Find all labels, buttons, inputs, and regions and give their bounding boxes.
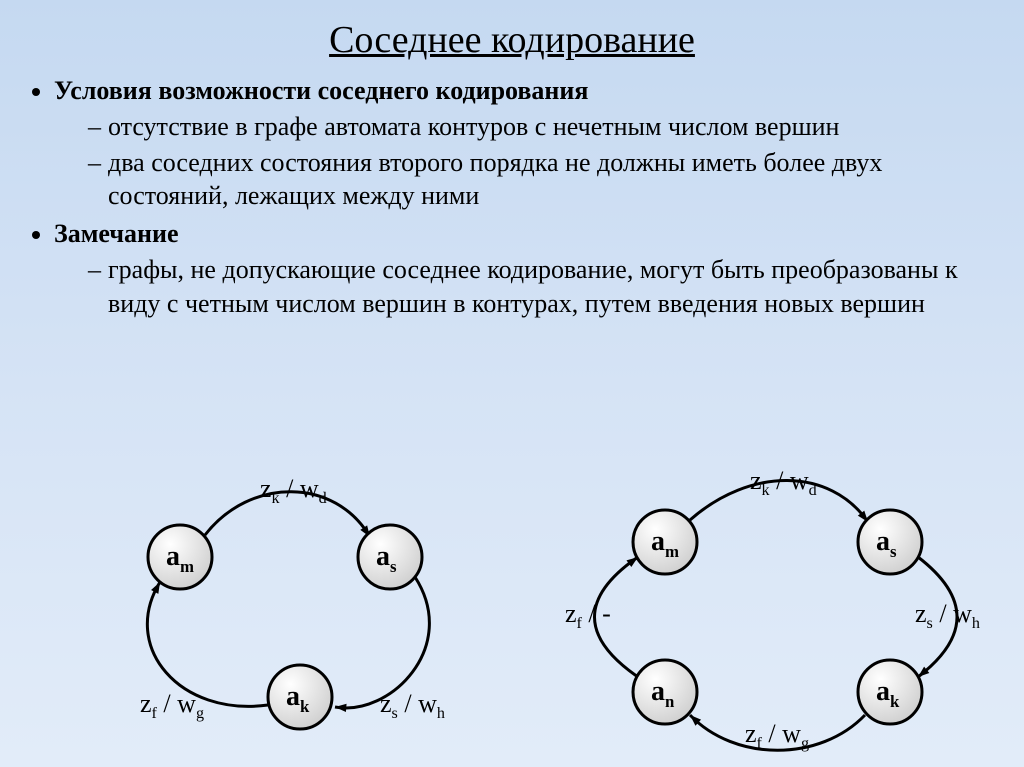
graph-right: zk / wd zs / wh zf / wg zf / - am as ak an	[520, 437, 1000, 767]
section-2: Замечание графы, не допускающие соседнее…	[54, 217, 996, 320]
graph-left: zk / wd zs / wh zf / wg am as ak	[60, 437, 480, 767]
edge-label: zs / wh	[380, 689, 445, 722]
graph-node-am: am	[633, 510, 697, 574]
graph-node-ak: ak	[858, 660, 922, 724]
edge-label: zs / wh	[915, 599, 980, 632]
edge-label: zk / wd	[750, 466, 817, 499]
section-2-heading: Замечание	[54, 219, 179, 248]
section-1: Условия возможности соседнего кодировани…	[54, 74, 996, 213]
page-title: Соседнее кодирование	[28, 18, 996, 62]
section-1-item-1: отсутствие в графе автомата контуров с н…	[88, 110, 996, 144]
edge-label: zf / wg	[745, 719, 809, 752]
graph-node-an: an	[633, 660, 697, 724]
edge-label: zk / wd	[260, 474, 327, 507]
graph-node-am: am	[148, 525, 212, 589]
graph-node-ak: ak	[268, 665, 332, 729]
bullet-list: Условия возможности соседнего кодировани…	[28, 74, 996, 321]
graph-edge	[147, 582, 268, 706]
section-1-item-2: два соседних состояния второго порядка н…	[88, 146, 996, 214]
diagrams-area: zk / wd zs / wh zf / wg am as ak zk / wd zs / …	[0, 437, 1024, 767]
edge-label: zf / -	[565, 599, 611, 632]
graph-node-as: as	[858, 510, 922, 574]
edge-label: zf / wg	[140, 689, 204, 722]
arrowhead-icon	[151, 582, 160, 594]
section-2-item-1: графы, не допускающие соседнее кодирован…	[88, 253, 996, 321]
graph-node-as: as	[358, 525, 422, 589]
section-1-heading: Условия возможности соседнего кодировани…	[54, 76, 588, 105]
